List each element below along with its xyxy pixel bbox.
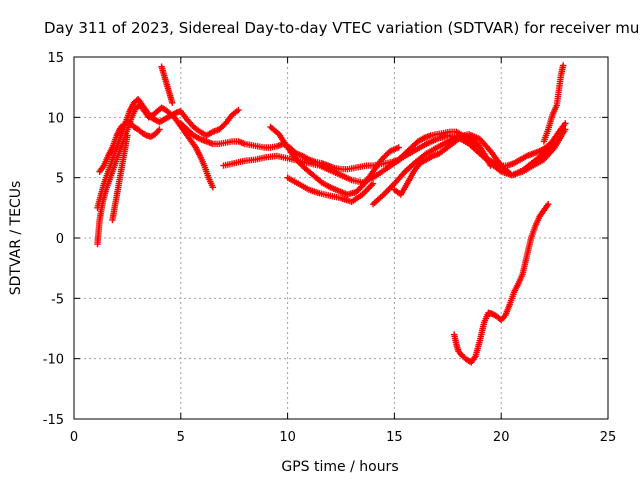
series-b3 bbox=[267, 123, 402, 198]
x-tick-label: 5 bbox=[177, 430, 185, 445]
data-point bbox=[559, 62, 567, 69]
y-tick-label: 0 bbox=[56, 232, 64, 247]
data-point bbox=[544, 201, 552, 208]
data-point bbox=[124, 132, 131, 139]
x-tick-label: 15 bbox=[386, 430, 403, 445]
x-axis-label: GPS time / hours bbox=[281, 459, 398, 475]
data-point bbox=[562, 126, 569, 133]
data-point bbox=[562, 120, 569, 127]
data-point bbox=[209, 184, 217, 191]
axis-ticks bbox=[73, 56, 609, 420]
y-tick-label: 5 bbox=[56, 172, 64, 187]
x-tick-label: 0 bbox=[70, 430, 78, 445]
data-point bbox=[551, 140, 558, 148]
data-point bbox=[171, 110, 179, 117]
series-b2 bbox=[220, 126, 569, 186]
data-point bbox=[395, 144, 402, 151]
data-points bbox=[94, 62, 569, 366]
series-a4 bbox=[109, 132, 131, 224]
x-tick-label: 10 bbox=[279, 430, 296, 445]
x-tick-label: 20 bbox=[493, 430, 510, 445]
data-point bbox=[156, 126, 163, 133]
series-c1 bbox=[451, 201, 552, 366]
series-a1 bbox=[94, 102, 217, 248]
data-point bbox=[142, 131, 149, 138]
series-b6 bbox=[391, 132, 494, 198]
y-tick-label: -10 bbox=[43, 353, 64, 368]
y-tick-labels: -15 -10 -5 0 5 10 15 bbox=[43, 51, 64, 428]
series-b4 bbox=[284, 174, 377, 205]
series-peak bbox=[158, 63, 176, 107]
y-axis-label: SDTVAR / TECUs bbox=[8, 181, 24, 296]
data-point bbox=[369, 180, 377, 187]
y-tick-label: 10 bbox=[47, 111, 64, 126]
y-tick-label: -5 bbox=[51, 292, 64, 307]
y-tick-label: -15 bbox=[43, 413, 64, 428]
x-tick-label: 25 bbox=[600, 430, 617, 445]
data-point bbox=[487, 162, 494, 169]
series-tail bbox=[540, 62, 567, 145]
data-point bbox=[235, 106, 242, 114]
y-tick-label: 15 bbox=[47, 51, 64, 66]
series-a3 bbox=[96, 118, 163, 175]
chart-title: Day 311 of 2023, Sidereal Day-to-day VTE… bbox=[44, 19, 640, 37]
data-point bbox=[169, 99, 176, 107]
x-tick-labels: 0 5 10 15 20 25 bbox=[70, 430, 616, 445]
